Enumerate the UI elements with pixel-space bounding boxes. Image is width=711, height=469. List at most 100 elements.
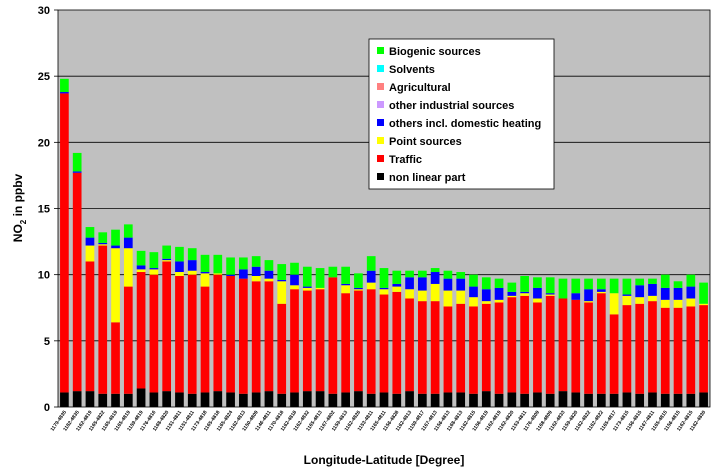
bar-segment-traffic [648,301,657,393]
bar-segment-biogenic-sources [520,275,529,292]
bar-segment-point-sources [456,290,466,304]
bar-segment-point-sources [596,291,606,294]
legend-label: non linear part [389,172,466,184]
bar-segment-others-incl-domestic-heating [545,293,555,295]
bar-segment-point-sources [290,285,299,290]
bar-segment-point-sources [136,269,146,273]
bar-segment-biogenic-sources [584,278,593,290]
legend-label: Biogenic sources [389,46,481,58]
legend-swatch [377,137,384,144]
bar-segment-traffic [111,322,120,394]
bar-segment-non-linear-part [111,393,120,407]
bar-segment-non-linear-part [520,393,529,407]
bar-segment-traffic [136,272,146,389]
bar-segment-point-sources [418,290,427,302]
bar-segment-others-incl-domestic-heating [520,291,529,294]
bar-segment-biogenic-sources [277,264,287,280]
bar-segment-traffic [239,278,248,394]
bar-segment-point-sources [609,293,619,315]
legend-label: Solvents [389,64,435,76]
bar-segment-traffic [60,93,69,393]
bar-segment-traffic [341,293,350,393]
bar-segment-traffic [366,289,376,394]
bar-segment-biogenic-sources [302,266,312,287]
bar-segment-point-sources [405,289,414,299]
bar-segment-others-incl-domestic-heating [111,245,120,249]
bar-segment-point-sources [315,287,325,290]
legend-swatch [377,101,384,108]
bar-segment-biogenic-sources [328,266,338,278]
legend-label: other industrial sources [389,100,514,112]
bar-segment-point-sources [533,298,542,303]
bar-segment-others-incl-domestic-heating [302,286,312,288]
bar-segment-point-sources [469,297,478,307]
bar-segment-biogenic-sources [341,266,350,284]
bar-segment-traffic [328,277,338,394]
bar-segment-non-linear-part [686,393,696,407]
bar-segment-others-incl-domestic-heating [443,278,453,291]
bar-segment-point-sources [443,290,453,307]
bar-segment-biogenic-sources [200,254,210,273]
bar-segment-traffic [481,303,491,392]
bar-segment-biogenic-sources [111,229,120,246]
bar-segment-others-incl-domestic-heating [123,237,133,249]
bar-segment-non-linear-part [660,393,670,407]
bar-segment-traffic [635,303,645,394]
bar-segment-others-incl-domestic-heating [635,285,645,298]
bar-segment-non-linear-part [443,392,453,407]
bar-segment-non-linear-part [277,393,287,407]
bar-segment-others-incl-domestic-heating [430,272,440,284]
bar-segment-non-linear-part [187,393,197,407]
bar-segment-non-linear-part [648,392,657,407]
bar-segment-others-incl-domestic-heating [648,283,657,296]
bar-segment-point-sources [392,286,402,292]
bar-segment-traffic [622,305,632,393]
bar-segment-traffic [187,274,197,394]
bar-segment-others-incl-domestic-heating [277,279,287,282]
bar-segment-others-incl-domestic-heating [533,287,542,299]
bar-segment-point-sources [213,273,223,275]
bar-segment-non-linear-part [418,393,427,407]
bar-segment-biogenic-sources [213,254,223,274]
bar-segment-point-sources [85,245,95,262]
bar-segment-point-sources [251,275,261,282]
bar-segment-traffic [545,295,555,394]
bar-segment-point-sources [635,297,645,304]
bar-segment-others-incl-domestic-heating [341,283,350,286]
bar-segment-traffic [533,302,542,393]
bar-segment-traffic [443,306,453,393]
y-tick-label: 0 [44,402,50,414]
bar-segment-point-sources [277,281,287,304]
bar-segment-traffic [520,295,529,394]
x-axis-ticks: 1179-48351182-48351162-48191165-48221165… [50,410,708,433]
y-axis-title: NO2 in ppbv [11,173,28,242]
legend-label: Traffic [389,154,422,166]
y-tick-label: 5 [44,336,50,348]
bar-segment-non-linear-part [558,391,568,407]
bar-segment-point-sources [200,273,210,287]
bar-segment-others-incl-domestic-heating [673,287,683,300]
bar-segment-biogenic-sources [392,270,402,284]
bar-segment-point-sources [264,278,274,282]
bar-segment-non-linear-part [60,392,69,407]
bar-segment-point-sources [584,301,593,303]
bar-segment-biogenic-sources [175,246,184,262]
bar-segment-non-linear-part [635,393,645,407]
bar-segment-non-linear-part [366,393,376,407]
bar-segment-others-incl-domestic-heating [392,283,402,287]
bar-segment-point-sources [366,282,376,290]
bar-segment-others-incl-domestic-heating [239,269,248,279]
bar-segment-traffic [673,307,683,394]
bar-segment-biogenic-sources [648,278,657,284]
bar-segment-biogenic-sources [571,278,581,294]
legend-swatch [377,65,384,72]
bar-segment-non-linear-part [239,393,248,407]
bar-segment-non-linear-part [136,388,146,407]
bar-segment-traffic [418,301,427,394]
bar-segment-others-incl-domestic-heating [149,268,159,270]
bar-segment-non-linear-part [507,392,517,407]
bar-segment-others-incl-domestic-heating [136,265,146,270]
legend-swatch [377,155,384,162]
bar-segment-traffic [302,290,312,392]
